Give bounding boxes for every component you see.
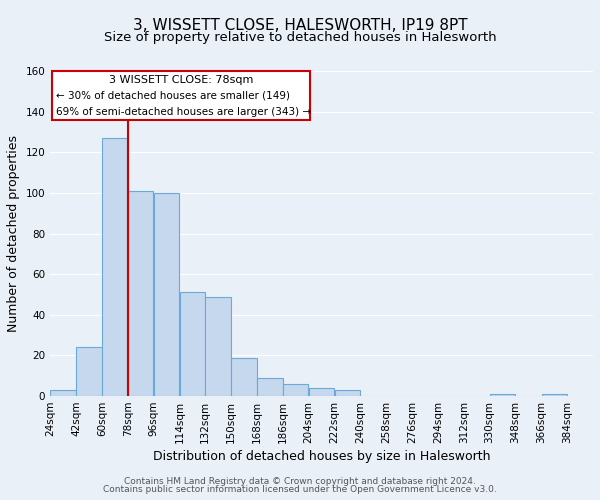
Bar	[232, 358, 257, 396]
Bar	[154, 193, 179, 396]
Y-axis label: Number of detached properties: Number of detached properties	[7, 135, 20, 332]
X-axis label: Distribution of detached houses by size in Halesworth: Distribution of detached houses by size …	[153, 450, 490, 463]
Text: ← 30% of detached houses are smaller (149): ← 30% of detached houses are smaller (14…	[56, 90, 290, 101]
Bar	[50, 390, 76, 396]
Bar	[542, 394, 567, 396]
Bar	[335, 390, 360, 396]
FancyBboxPatch shape	[52, 71, 310, 120]
Bar	[128, 191, 154, 396]
Bar	[283, 384, 308, 396]
Text: 69% of semi-detached houses are larger (343) →: 69% of semi-detached houses are larger (…	[56, 106, 311, 117]
Text: 3 WISSETT CLOSE: 78sqm: 3 WISSETT CLOSE: 78sqm	[109, 75, 253, 85]
Text: Contains HM Land Registry data © Crown copyright and database right 2024.: Contains HM Land Registry data © Crown c…	[124, 477, 476, 486]
Bar	[76, 348, 101, 396]
Bar	[490, 394, 515, 396]
Bar	[179, 292, 205, 396]
Text: 3, WISSETT CLOSE, HALESWORTH, IP19 8PT: 3, WISSETT CLOSE, HALESWORTH, IP19 8PT	[133, 18, 467, 32]
Bar	[102, 138, 127, 396]
Bar	[257, 378, 283, 396]
Text: Size of property relative to detached houses in Halesworth: Size of property relative to detached ho…	[104, 31, 496, 44]
Bar	[205, 296, 231, 396]
Text: Contains public sector information licensed under the Open Government Licence v3: Contains public sector information licen…	[103, 485, 497, 494]
Bar	[309, 388, 334, 396]
